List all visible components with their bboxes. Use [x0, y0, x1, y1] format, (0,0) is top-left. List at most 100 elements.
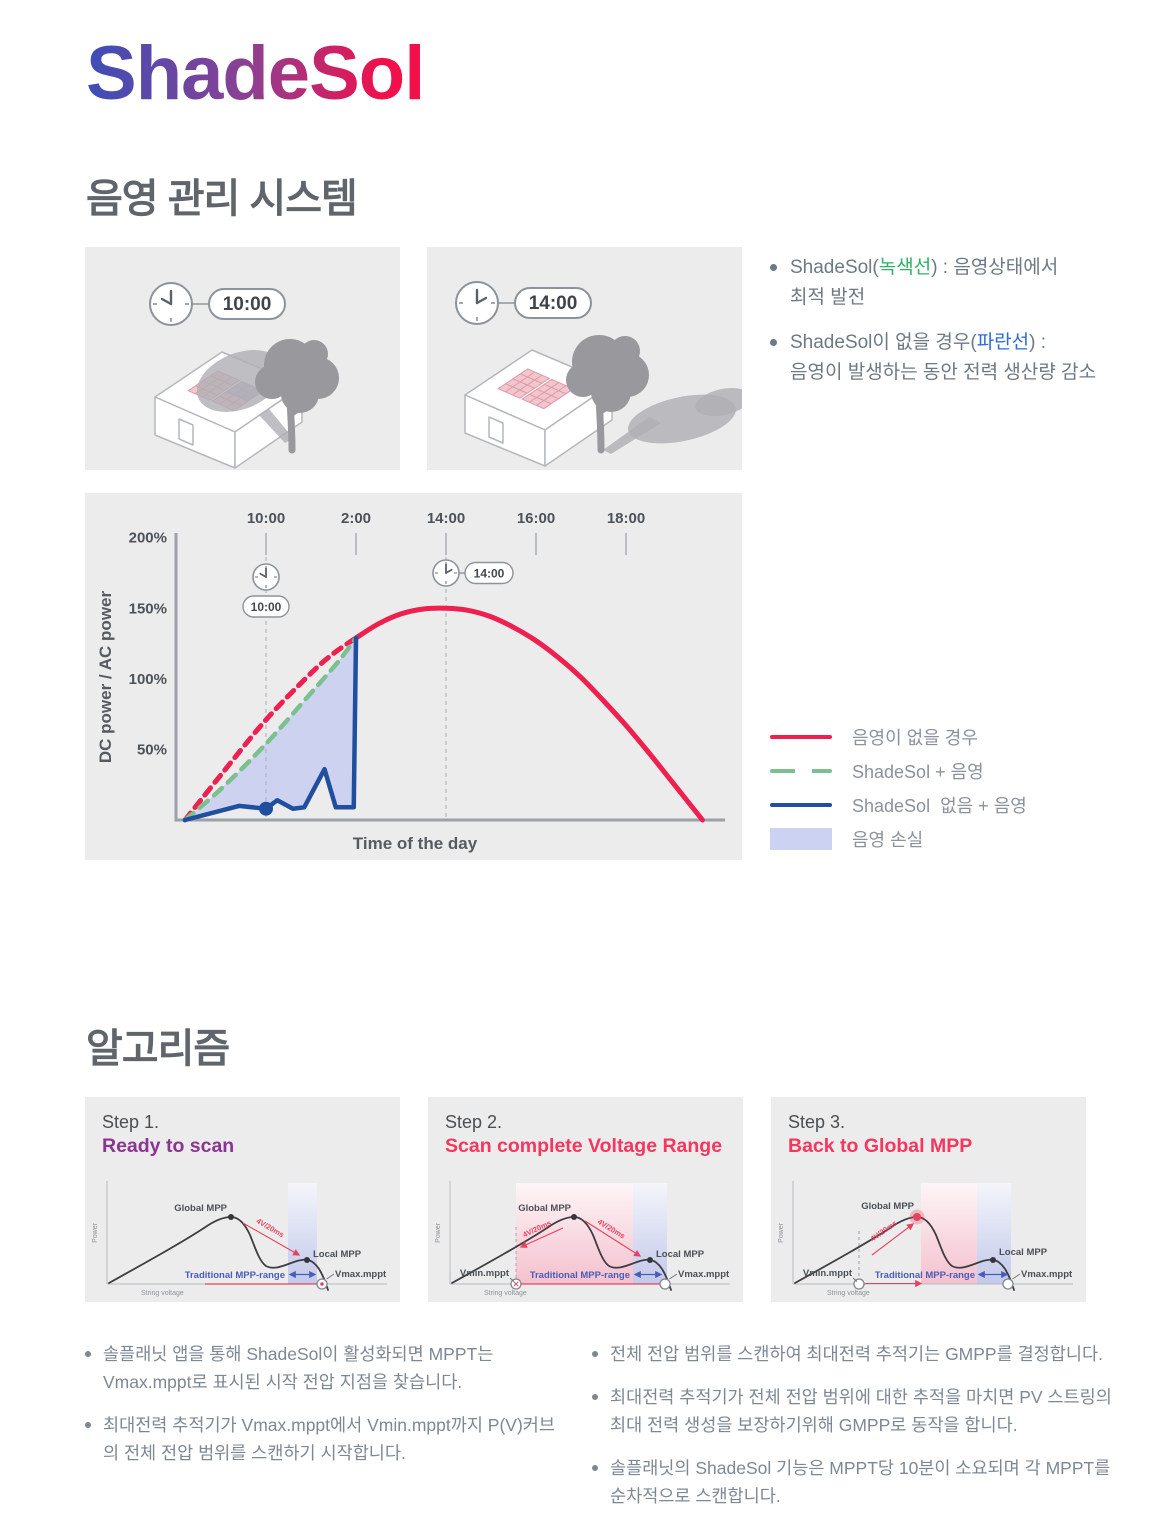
- scan-arrow-right: [584, 1220, 642, 1257]
- voltage-axis-label: String voltage: [827, 1290, 870, 1297]
- step-card-1: Step 1. Ready to scan Power String volta…: [85, 1097, 400, 1302]
- step-subtitle: Ready to scan: [102, 1134, 235, 1157]
- vmax-marker: [1002, 1278, 1014, 1290]
- chart-legend: 음영이 없을 경우 ShadeSol + 음영 ShadeSol 없음 + 음영…: [770, 720, 1027, 856]
- pv-curve-chart-step1: Power String voltage Global MPP 4V/20ms …: [92, 1181, 387, 1297]
- power-chart-card: 10:00 2:00 14:00 16:00 18:00 50% 100% 150% 200% T…: [85, 493, 742, 860]
- local-mpp-point: [990, 1257, 996, 1263]
- tree: [566, 335, 649, 454]
- scan-band-pink: [921, 1183, 977, 1284]
- local-mpp-point: [304, 1257, 310, 1263]
- legend-label: ShadeSol + 음영: [852, 762, 984, 782]
- vmax-marker: [659, 1278, 671, 1290]
- scene-bullet: ShadeSol이 없을 경우(파란선) : 음영이 발생하는 동안 전력 생산량…: [770, 328, 1155, 389]
- brand-title: ShadeSol: [86, 31, 425, 116]
- solar-panel: [498, 369, 549, 398]
- svg-text:18:00: 18:00: [607, 510, 645, 527]
- local-mpp-label: Local MPP: [313, 1249, 362, 1260]
- scene-bullet-text: ShadeSol(녹색선) : 음영상태에서 최적 발전: [790, 257, 1059, 309]
- mpp-range-band: [288, 1183, 317, 1284]
- scan-arrow: [242, 1222, 301, 1256]
- time-label: 10:00: [223, 294, 272, 315]
- lavender-fill-swatch: [770, 828, 832, 850]
- step-number: Step 1.: [102, 1112, 160, 1132]
- local-mpp-point: [647, 1257, 653, 1263]
- scan-rate-label: 4V/20ms: [869, 1219, 899, 1244]
- svg-text:150%: 150%: [129, 600, 167, 617]
- note-item: 솔플래닛의 ShadeSol 기능은 MPPT당 10분이 소요되며 각 MPP…: [592, 1454, 1120, 1510]
- afternoon-shading-illustration: 14:00: [455, 281, 742, 467]
- time-label: 14:00: [529, 293, 578, 314]
- global-mpp-point: [913, 1213, 921, 1221]
- tree: [255, 339, 339, 454]
- pv-curve-chart-step2: Power String voltage Global MPP 4V/20ms …: [435, 1181, 730, 1297]
- time-badge: 10:00: [208, 288, 286, 320]
- svg-text:10:00: 10:00: [251, 600, 282, 614]
- legend-item-no-shadesol-shade: ShadeSol 없음 + 음영: [770, 788, 1027, 822]
- scan-rate-label: 4V/20ms: [255, 1216, 286, 1239]
- tree-shadow-on-roof: [196, 350, 293, 443]
- voltage-axis-label: String voltage: [141, 1290, 184, 1297]
- legend-item-no-shade: 음영이 없을 경우: [770, 720, 1027, 754]
- step-card-2: Step 2. Scan complete Voltage Range Powe…: [428, 1097, 743, 1302]
- notes-right-column: 전체 전압 범위를 스캔하여 최대전력 추적기는 GMPP를 결정합니다. 최대전…: [592, 1340, 1120, 1525]
- step-card-3: Step 3. Back to Global MPP Power String …: [771, 1097, 1086, 1302]
- note-item: 솔플래닛 앱을 통해 ShadeSol이 활성화되면 MPPT는 Vmax.mp…: [85, 1340, 570, 1396]
- global-mpp-label: Global MPP: [861, 1201, 914, 1212]
- global-mpp-point: [571, 1214, 577, 1220]
- red-line-swatch: [770, 734, 832, 740]
- tree-shadow-on-ground: [603, 388, 742, 454]
- solar-panel: [522, 379, 573, 408]
- blue-line-swatch: [770, 802, 832, 808]
- morning-shading-illustration: 10:00: [149, 282, 339, 469]
- section2-heading: 알고리즘: [86, 1027, 230, 1071]
- scan-arrow-left: [519, 1227, 564, 1248]
- legend-item-shadesol-shade: ShadeSol + 음영: [770, 754, 1027, 788]
- legend-label: ShadeSol 없음 + 음영: [852, 796, 1027, 816]
- green-dashed-swatch: [770, 768, 832, 774]
- note-item: 최대전력 추적기가 전체 전압 범위에 대한 추적을 마치면 PV 스트링의 최…: [592, 1383, 1120, 1439]
- svg-text:2:00: 2:00: [341, 510, 371, 527]
- bullet-dot: [770, 264, 777, 271]
- power-vs-time-chart: 10:00 2:00 14:00 16:00 18:00 50% 100% 150% 200% T…: [96, 510, 725, 853]
- power-axis-label: Power: [778, 1222, 785, 1243]
- scene-bullet: ShadeSol(녹색선) : 음영상태에서 최적 발전: [770, 253, 1155, 314]
- note-item: 최대전력 추적기가 Vmax.mppt에서 Vmin.mppt까지 P(V)커브…: [85, 1411, 570, 1467]
- mpp-range-label: Traditional MPP-range: [185, 1270, 285, 1281]
- svg-text:10:00: 10:00: [247, 510, 285, 527]
- global-mpp-label: Global MPP: [174, 1203, 227, 1214]
- vmax-label: Vmax.mppt: [1021, 1269, 1073, 1280]
- global-mpp-label: Global MPP: [518, 1203, 571, 1214]
- return-arrow: [871, 1223, 915, 1256]
- svg-text:100%: 100%: [129, 671, 167, 688]
- clock-icon: [149, 282, 209, 326]
- vmin-label: Vmin.mppt: [460, 1268, 510, 1279]
- section1-heading: 음영 관리 시스템: [86, 177, 358, 221]
- step-number: Step 2.: [445, 1112, 503, 1132]
- time-badge: 14:00: [514, 287, 592, 319]
- step-number: Step 3.: [788, 1112, 846, 1132]
- svg-text:16:00: 16:00: [517, 510, 555, 527]
- step-subtitle: Scan complete Voltage Range: [445, 1134, 723, 1157]
- svg-text:200%: 200%: [129, 530, 167, 547]
- svg-text:50%: 50%: [137, 741, 167, 758]
- vmax-start-dot: [320, 1282, 324, 1286]
- scene-bullets: ShadeSol(녹색선) : 음영상태에서 최적 발전 ShadeSol이 없을…: [770, 253, 1155, 403]
- step-head: Step 3. Back to Global MPP: [771, 1097, 1086, 1163]
- global-mpp-point: [228, 1214, 234, 1220]
- legend-label: 음영이 없을 경우: [852, 728, 978, 748]
- mpp-range-label: Traditional MPP-range: [530, 1270, 630, 1281]
- power-axis-label: Power: [92, 1222, 99, 1243]
- pv-curve-chart-step3: Power String voltage 4V/20ms Global MPP …: [778, 1181, 1073, 1297]
- vmax-label: Vmax.mppt: [335, 1269, 387, 1280]
- legend-item-shade-loss: 음영 손실: [770, 822, 1027, 856]
- scene-card-afternoon: 14:00: [427, 247, 742, 470]
- legend-label: 음영 손실: [852, 830, 924, 850]
- scene-card-morning: 10:00: [85, 247, 400, 470]
- algorithm-notes: 솔플래닛 앱을 통해 ShadeSol이 활성화되면 MPPT는 Vmax.mp…: [85, 1340, 1120, 1525]
- local-mpp-label: Local MPP: [999, 1247, 1048, 1258]
- svg-text:DC power / AC power: DC power / AC power: [96, 591, 115, 764]
- voltage-axis-label: String voltage: [484, 1290, 527, 1297]
- step-head: Step 2. Scan complete Voltage Range: [428, 1097, 743, 1163]
- vmin-label: Vmin.mppt: [803, 1268, 853, 1279]
